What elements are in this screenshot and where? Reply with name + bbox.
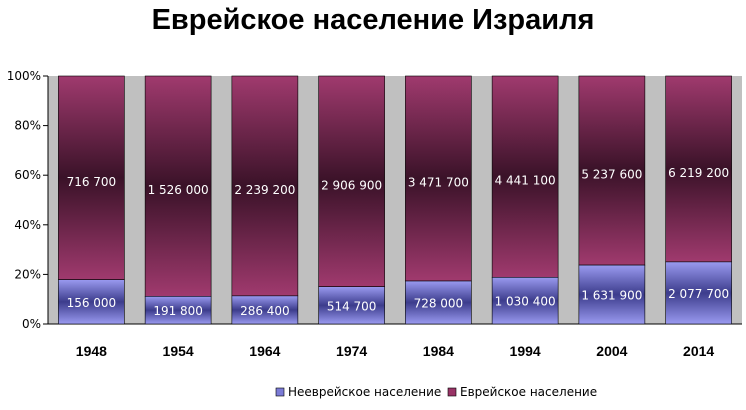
data-label-jewish: 716 700 <box>67 175 117 189</box>
data-label-non-jewish: 191 800 <box>153 304 203 318</box>
x-category-label: 2014 <box>683 343 714 359</box>
bar-non-jewish <box>491 276 559 325</box>
legend-swatch-jewish <box>447 387 457 397</box>
bar-non-jewish <box>231 295 299 325</box>
data-label-jewish: 3 471 700 <box>408 176 469 190</box>
y-tick-label: 40% <box>14 218 41 232</box>
x-category-label: 2004 <box>596 343 627 359</box>
x-category-label: 1954 <box>163 343 194 359</box>
data-label-non-jewish: 1 631 900 <box>581 289 642 303</box>
y-tick-label: 20% <box>14 267 41 281</box>
legend-label-jewish: Еврейское население <box>460 385 597 399</box>
data-label-jewish: 5 237 600 <box>581 168 642 182</box>
bar-jewish <box>231 75 299 297</box>
legend-swatch-non-jewish <box>275 387 285 397</box>
bar-non-jewish <box>318 286 385 325</box>
bar-jewish <box>665 75 732 263</box>
y-tick-label: 60% <box>14 168 41 182</box>
data-label-non-jewish: 728 000 <box>414 297 464 311</box>
x-category-label: 1994 <box>510 343 541 359</box>
legend-label-non-jewish: Нееврейское население <box>288 385 441 399</box>
data-label-jewish: 2 906 900 <box>321 178 382 192</box>
data-label-non-jewish: 156 000 <box>67 296 117 310</box>
bar-non-jewish <box>405 280 472 325</box>
y-tick-label: 0% <box>22 317 41 331</box>
bar-jewish <box>144 75 212 297</box>
bar-jewish <box>318 75 385 287</box>
data-label-jewish: 6 219 200 <box>668 166 729 180</box>
data-label-non-jewish: 1 030 400 <box>495 295 556 309</box>
x-category-label: 1984 <box>423 343 454 359</box>
data-label-non-jewish: 286 400 <box>240 304 290 318</box>
bar-jewish <box>491 75 559 278</box>
bar-jewish <box>58 75 125 280</box>
bar-jewish <box>405 75 472 282</box>
data-label-jewish: 1 526 000 <box>148 183 209 197</box>
bar-non-jewish <box>58 279 125 325</box>
x-category-label: 1964 <box>249 343 280 359</box>
bar-non-jewish <box>665 261 732 325</box>
data-label-jewish: 2 239 200 <box>234 183 295 197</box>
y-tick-label: 80% <box>14 119 41 133</box>
bar-non-jewish <box>578 264 646 325</box>
data-label-non-jewish: 2 077 700 <box>668 287 729 301</box>
x-category-label: 1974 <box>336 343 367 359</box>
chart-title: Еврейское население Израиля <box>151 4 595 36</box>
bar-non-jewish <box>144 296 212 325</box>
y-tick-label: 100% <box>7 69 41 83</box>
data-label-jewish: 4 441 100 <box>495 174 556 188</box>
data-label-non-jewish: 514 700 <box>327 299 377 313</box>
x-category-label: 1948 <box>76 343 107 359</box>
